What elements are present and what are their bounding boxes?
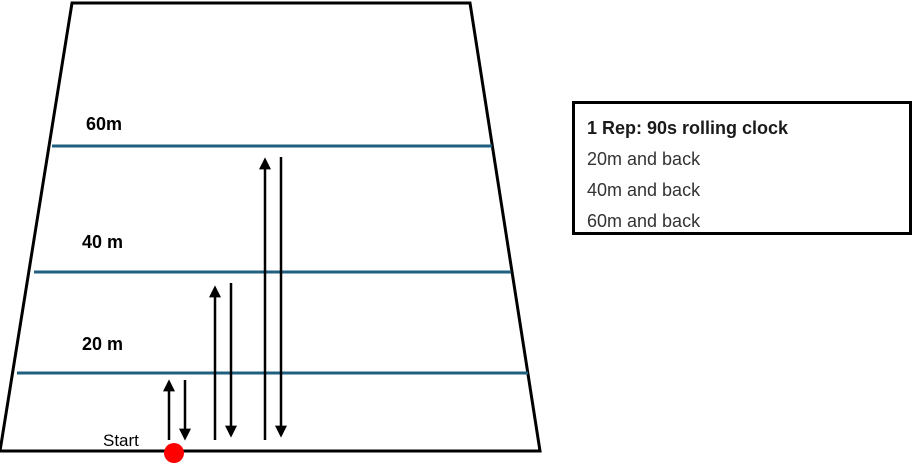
label-20m: 20 m [82, 334, 123, 354]
rep-info-item-20m: 20m and back [587, 149, 701, 169]
rep-info-item-40m: 40m and back [587, 180, 701, 200]
label-60m: 60m [86, 114, 122, 134]
rep-info-item-60m: 60m and back [587, 211, 701, 231]
rep-info-title: 1 Rep: 90s rolling clock [587, 118, 789, 138]
rep-info-box: 1 Rep: 90s rolling clock 20m and back 40… [572, 101, 912, 235]
start-label: Start [103, 431, 139, 450]
label-40m: 40 m [82, 232, 123, 252]
start-marker [164, 443, 184, 463]
field-outline [0, 1, 542, 453]
